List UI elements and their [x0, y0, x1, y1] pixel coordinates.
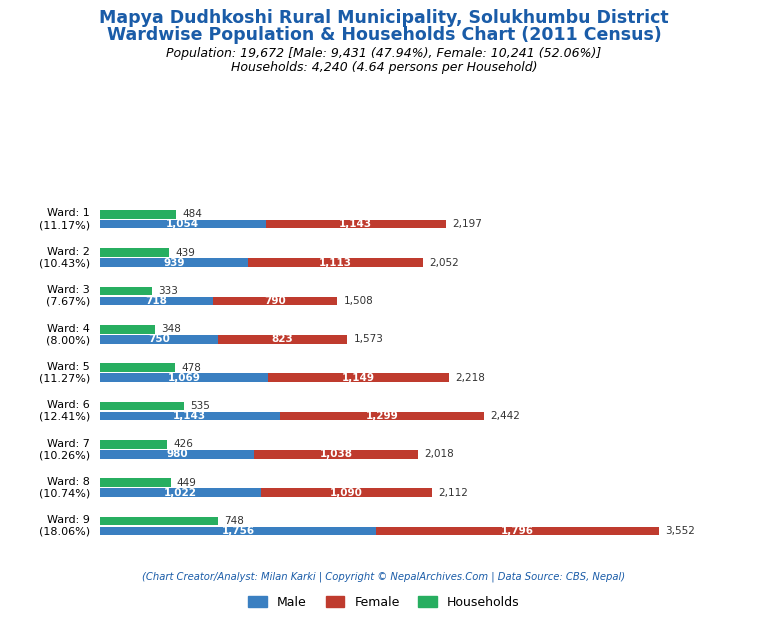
Bar [376, 527, 659, 535]
Bar [100, 440, 167, 449]
Text: 1,113: 1,113 [319, 258, 352, 268]
Bar [100, 249, 169, 257]
Text: 2,442: 2,442 [491, 411, 521, 421]
Text: 718: 718 [145, 296, 167, 306]
Text: 1,022: 1,022 [164, 488, 197, 498]
Bar [280, 412, 485, 420]
Text: 2,218: 2,218 [455, 373, 485, 383]
Text: 3,552: 3,552 [665, 526, 695, 536]
Bar [100, 259, 247, 267]
Text: 1,069: 1,069 [167, 373, 200, 383]
Text: 535: 535 [190, 401, 210, 411]
Text: 439: 439 [175, 248, 195, 258]
Text: Population: 19,672 [Male: 9,431 (47.94%), Female: 10,241 (52.06%)]: Population: 19,672 [Male: 9,431 (47.94%)… [167, 47, 601, 60]
Text: 333: 333 [158, 286, 178, 296]
Text: 1,756: 1,756 [221, 526, 255, 536]
Text: Households: 4,240 (4.64 persons per Household): Households: 4,240 (4.64 persons per Hous… [230, 61, 538, 74]
Bar [266, 220, 445, 229]
Text: Wardwise Population & Households Chart (2011 Census): Wardwise Population & Households Chart (… [107, 26, 661, 44]
Bar [100, 450, 254, 459]
Text: 1,038: 1,038 [319, 449, 353, 459]
Bar [100, 210, 176, 219]
Bar [218, 335, 347, 343]
Bar [100, 287, 152, 295]
Text: 750: 750 [148, 335, 170, 345]
Text: 790: 790 [264, 296, 286, 306]
Bar [100, 527, 376, 535]
Bar [100, 517, 217, 525]
Text: 1,054: 1,054 [166, 219, 200, 229]
Bar [254, 450, 418, 459]
Bar [100, 297, 213, 305]
Text: 1,508: 1,508 [343, 296, 373, 306]
Text: 478: 478 [181, 363, 201, 373]
Bar [247, 259, 423, 267]
Text: 748: 748 [224, 516, 243, 526]
Text: 2,197: 2,197 [452, 219, 482, 229]
Text: 823: 823 [272, 335, 293, 345]
Text: 484: 484 [182, 209, 202, 219]
Text: 1,149: 1,149 [342, 373, 375, 383]
Text: 1,796: 1,796 [502, 526, 535, 536]
Text: 1,299: 1,299 [366, 411, 399, 421]
Text: 980: 980 [166, 449, 188, 459]
Bar [100, 488, 261, 497]
Bar [100, 363, 175, 372]
Text: 426: 426 [174, 439, 193, 449]
Text: 939: 939 [163, 258, 184, 268]
Text: Mapya Dudhkoshi Rural Municipality, Solukhumbu District: Mapya Dudhkoshi Rural Municipality, Solu… [99, 9, 669, 27]
Bar [100, 335, 218, 343]
Bar [268, 373, 449, 382]
Text: (Chart Creator/Analyst: Milan Karki | Copyright © NepalArchives.Com | Data Sourc: (Chart Creator/Analyst: Milan Karki | Co… [142, 571, 626, 581]
Bar [100, 412, 280, 420]
Text: 1,143: 1,143 [339, 219, 372, 229]
Bar [100, 402, 184, 410]
Text: 2,112: 2,112 [439, 488, 468, 498]
Legend: Male, Female, Households: Male, Female, Households [243, 591, 525, 614]
Bar [100, 478, 170, 487]
Text: 2,018: 2,018 [424, 449, 454, 459]
Bar [100, 220, 266, 229]
Bar [213, 297, 337, 305]
Text: 1,143: 1,143 [174, 411, 207, 421]
Text: 2,052: 2,052 [429, 258, 459, 268]
Bar [100, 373, 268, 382]
Text: 449: 449 [177, 478, 197, 488]
Bar [100, 325, 154, 333]
Text: 1,090: 1,090 [330, 488, 363, 498]
Bar [261, 488, 432, 497]
Text: 348: 348 [161, 325, 180, 335]
Text: 1,573: 1,573 [354, 335, 384, 345]
